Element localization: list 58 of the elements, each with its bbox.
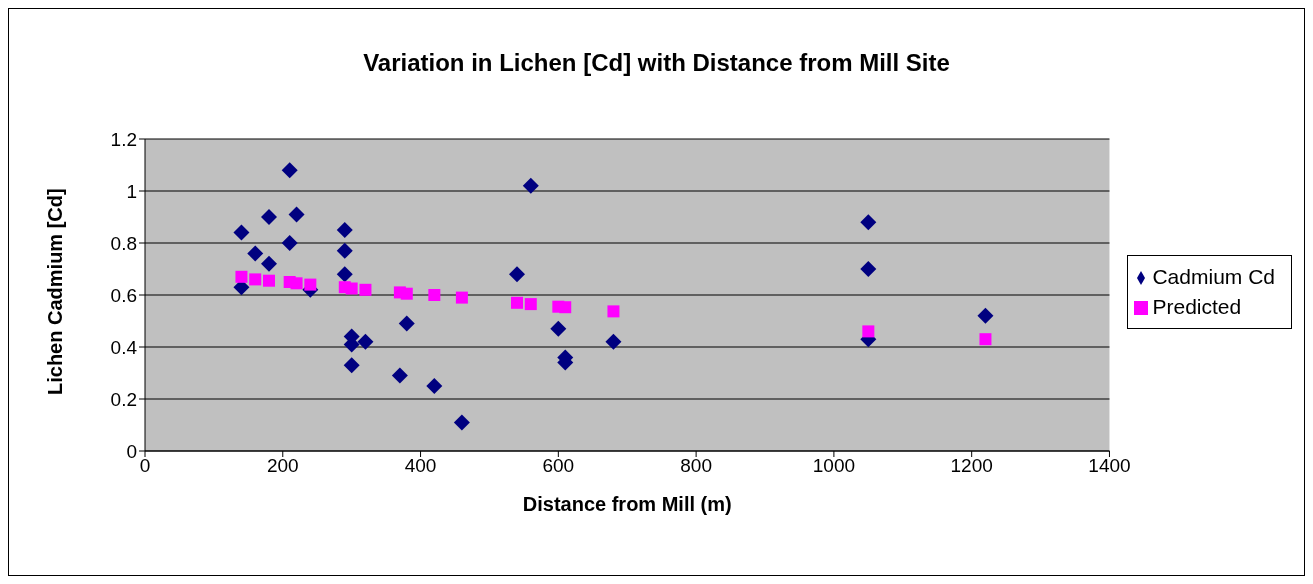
y-tick-label: 1 (126, 180, 137, 202)
point (509, 266, 525, 283)
y-tick-label: 0.2 (110, 388, 137, 410)
point (605, 333, 622, 350)
y-tick-label: 0.8 (110, 232, 137, 254)
y-tick-label: 0.6 (110, 284, 137, 306)
point (607, 305, 620, 318)
x-tick-label: 400 (404, 455, 437, 477)
point (304, 278, 317, 291)
chart-title: Variation in Lichen [Cd] with Distance from Mill Site (362, 49, 951, 77)
point (559, 301, 572, 314)
y-tick-label: 0 (126, 440, 137, 462)
point (426, 378, 443, 394)
point (862, 325, 875, 338)
legend-label: Cadmium Cd (1152, 265, 1275, 288)
point (428, 289, 441, 301)
point (235, 270, 248, 283)
x-tick-label: 1200 (950, 455, 993, 477)
point (261, 209, 277, 225)
point (281, 162, 298, 179)
point (345, 282, 358, 295)
point (290, 277, 303, 290)
point (391, 367, 408, 384)
point (247, 245, 264, 262)
point (233, 224, 250, 241)
point (249, 273, 262, 286)
y-tick-label: 1.2 (110, 128, 137, 150)
x-tick-label: 600 (542, 455, 575, 477)
x-tick-label: 1400 (1088, 455, 1131, 477)
x-tick-label: 1000 (812, 455, 856, 477)
x-axis-title: Distance from Mill (m) (522, 493, 732, 515)
point (357, 333, 374, 350)
point (359, 283, 372, 296)
point (511, 296, 523, 309)
point (522, 177, 539, 194)
point (281, 235, 298, 251)
point (336, 242, 353, 259)
point (550, 320, 567, 337)
point (400, 287, 413, 300)
point (261, 255, 277, 272)
point (336, 266, 353, 283)
point (977, 307, 994, 324)
point (860, 261, 877, 277)
point (398, 315, 415, 332)
point (860, 214, 877, 231)
x-tick-label: 200 (266, 455, 299, 477)
point (288, 206, 305, 223)
point (455, 291, 468, 304)
point (979, 333, 992, 346)
point (524, 298, 537, 311)
point (336, 222, 353, 238)
x-tick-label: 800 (680, 455, 712, 477)
y-tick-label: 0.4 (110, 336, 138, 358)
legend-label: Predicted (1152, 295, 1242, 318)
point (263, 274, 275, 287)
point (343, 357, 360, 374)
y-axis-title: Lichen Cadmium [Cd] (44, 188, 67, 395)
point (453, 414, 470, 431)
